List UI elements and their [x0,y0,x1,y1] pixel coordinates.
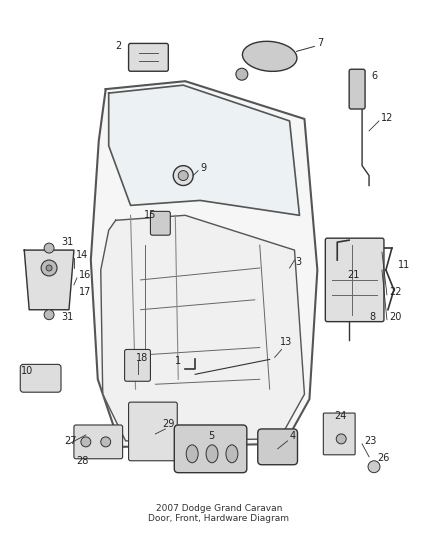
Text: 9: 9 [200,163,206,173]
Text: 26: 26 [377,453,389,463]
Text: 5: 5 [208,431,214,441]
Text: 17: 17 [79,287,91,297]
Text: 13: 13 [279,336,292,346]
Ellipse shape [226,445,238,463]
Text: 18: 18 [135,353,148,364]
Text: 10: 10 [21,366,34,376]
FancyBboxPatch shape [325,238,384,321]
Polygon shape [24,250,74,310]
Text: 24: 24 [334,411,346,421]
Circle shape [41,260,57,276]
Circle shape [368,461,380,473]
Ellipse shape [206,445,218,463]
FancyBboxPatch shape [129,43,168,71]
FancyBboxPatch shape [258,429,297,465]
Text: 2: 2 [116,42,122,51]
Text: 31: 31 [61,237,73,247]
Circle shape [44,243,54,253]
FancyBboxPatch shape [323,413,355,455]
Text: 22: 22 [389,287,401,297]
Text: 28: 28 [76,456,88,466]
Text: 29: 29 [162,419,175,429]
Circle shape [173,166,193,185]
Text: 4: 4 [290,431,296,441]
Circle shape [178,171,188,181]
FancyBboxPatch shape [129,402,177,461]
Text: 7: 7 [318,38,324,49]
Text: 16: 16 [79,270,91,280]
Ellipse shape [242,41,297,71]
Text: 6: 6 [371,71,377,81]
Circle shape [236,68,248,80]
Text: 11: 11 [398,260,410,270]
Text: 2007 Dodge Grand Caravan
Door, Front, Hardware Diagram: 2007 Dodge Grand Caravan Door, Front, Ha… [148,504,290,523]
Circle shape [44,310,54,320]
Text: 12: 12 [381,113,393,123]
Text: 27: 27 [64,436,77,446]
FancyBboxPatch shape [20,365,61,392]
Circle shape [101,437,111,447]
Ellipse shape [186,445,198,463]
FancyBboxPatch shape [124,350,150,381]
Text: 23: 23 [364,436,376,446]
Text: 20: 20 [389,312,401,321]
Text: 21: 21 [347,270,360,280]
FancyBboxPatch shape [349,69,365,109]
Text: 15: 15 [144,211,156,220]
Text: 14: 14 [76,250,88,260]
Text: 3: 3 [296,257,302,267]
Circle shape [336,434,346,444]
Text: 31: 31 [61,312,73,321]
Circle shape [81,437,91,447]
Text: 8: 8 [369,312,375,321]
Polygon shape [109,85,300,215]
Circle shape [46,265,52,271]
FancyBboxPatch shape [74,425,123,459]
Text: 1: 1 [175,357,181,366]
Polygon shape [91,81,318,447]
FancyBboxPatch shape [150,212,170,235]
Polygon shape [101,215,304,441]
FancyBboxPatch shape [174,425,247,473]
